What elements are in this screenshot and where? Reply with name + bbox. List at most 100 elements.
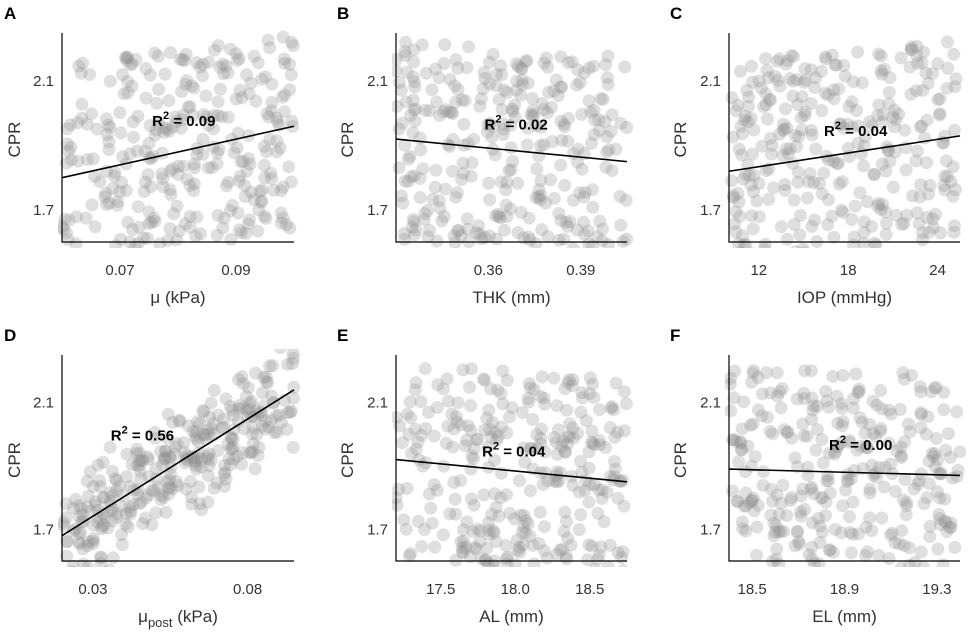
data-point [792, 535, 806, 549]
data-point [777, 525, 790, 539]
data-point [437, 209, 451, 223]
data-point [448, 492, 462, 506]
data-point [771, 389, 784, 403]
data-point [149, 123, 163, 137]
data-point [160, 475, 174, 489]
data-point [286, 441, 300, 454]
data-point [144, 180, 158, 194]
data-point [123, 147, 137, 161]
data-point [601, 560, 615, 567]
data-point [879, 205, 893, 219]
data-point [270, 111, 284, 125]
data-point [284, 404, 298, 418]
data-point [526, 412, 540, 426]
data-point [788, 129, 802, 143]
data-point [893, 403, 907, 416]
data-point [819, 384, 833, 398]
data-point [770, 488, 784, 502]
data-point [274, 415, 288, 429]
data-point [139, 62, 153, 75]
data-point [534, 431, 548, 445]
data-point [535, 370, 549, 384]
data-point [860, 545, 874, 559]
data-point [457, 523, 471, 537]
data-point [544, 101, 558, 114]
data-point [286, 391, 300, 405]
data-point [102, 196, 116, 210]
data-point [430, 483, 444, 497]
data-point [917, 497, 931, 511]
data-point [859, 549, 872, 562]
data-point [411, 514, 425, 528]
data-point [495, 103, 509, 117]
data-point [449, 53, 463, 67]
data-point [554, 466, 567, 480]
data-point [538, 520, 551, 534]
data-point [843, 510, 856, 524]
data-point [923, 179, 937, 192]
data-point [561, 531, 575, 545]
data-point [113, 106, 127, 119]
data-point [446, 164, 460, 178]
data-point [168, 448, 182, 462]
data-point [575, 107, 589, 121]
data-point [481, 118, 495, 132]
data-point [399, 95, 413, 109]
data-point [825, 48, 839, 62]
data-point [172, 413, 186, 427]
data-point [268, 426, 281, 439]
data-point [137, 185, 151, 199]
data-point [946, 471, 959, 485]
regression-line [728, 135, 961, 173]
data-point [510, 57, 523, 71]
data-point [131, 200, 145, 214]
data-point [97, 518, 111, 532]
data-point [411, 435, 425, 449]
data-point [419, 422, 433, 435]
data-point [572, 523, 586, 537]
data-point [779, 142, 793, 156]
data-point [454, 418, 467, 432]
data-point [80, 117, 94, 131]
data-point [801, 175, 815, 189]
data-point [79, 211, 93, 225]
data-point [733, 64, 747, 78]
data-point [928, 447, 942, 461]
data-point [464, 462, 478, 476]
data-point [162, 487, 176, 501]
data-point [58, 516, 70, 530]
data-point [428, 180, 442, 194]
data-point [260, 107, 274, 121]
data-point [836, 205, 850, 219]
data-point [577, 190, 591, 204]
data-point [816, 491, 830, 504]
data-point [238, 190, 252, 203]
data-point [216, 57, 230, 71]
data-point [534, 174, 548, 187]
data-point [488, 453, 501, 467]
data-point [236, 154, 250, 168]
data-point [455, 173, 469, 187]
data-point [94, 557, 108, 567]
data-point [232, 174, 246, 188]
data-point [836, 499, 850, 513]
data-point [405, 220, 419, 234]
data-point [588, 113, 602, 127]
data-point [949, 72, 963, 86]
data-point [855, 415, 869, 429]
data-point [605, 400, 619, 413]
data-point [872, 98, 886, 112]
data-point [242, 402, 256, 416]
x-tick-label: 18.5 [737, 581, 766, 598]
data-point [436, 382, 450, 396]
data-point [750, 194, 764, 208]
data-point [851, 119, 865, 133]
data-point [157, 490, 171, 504]
data-point [521, 121, 535, 135]
data-point [175, 113, 189, 127]
data-point [232, 52, 246, 65]
data-point [805, 540, 819, 554]
data-point [733, 436, 747, 450]
data-point [151, 116, 165, 130]
